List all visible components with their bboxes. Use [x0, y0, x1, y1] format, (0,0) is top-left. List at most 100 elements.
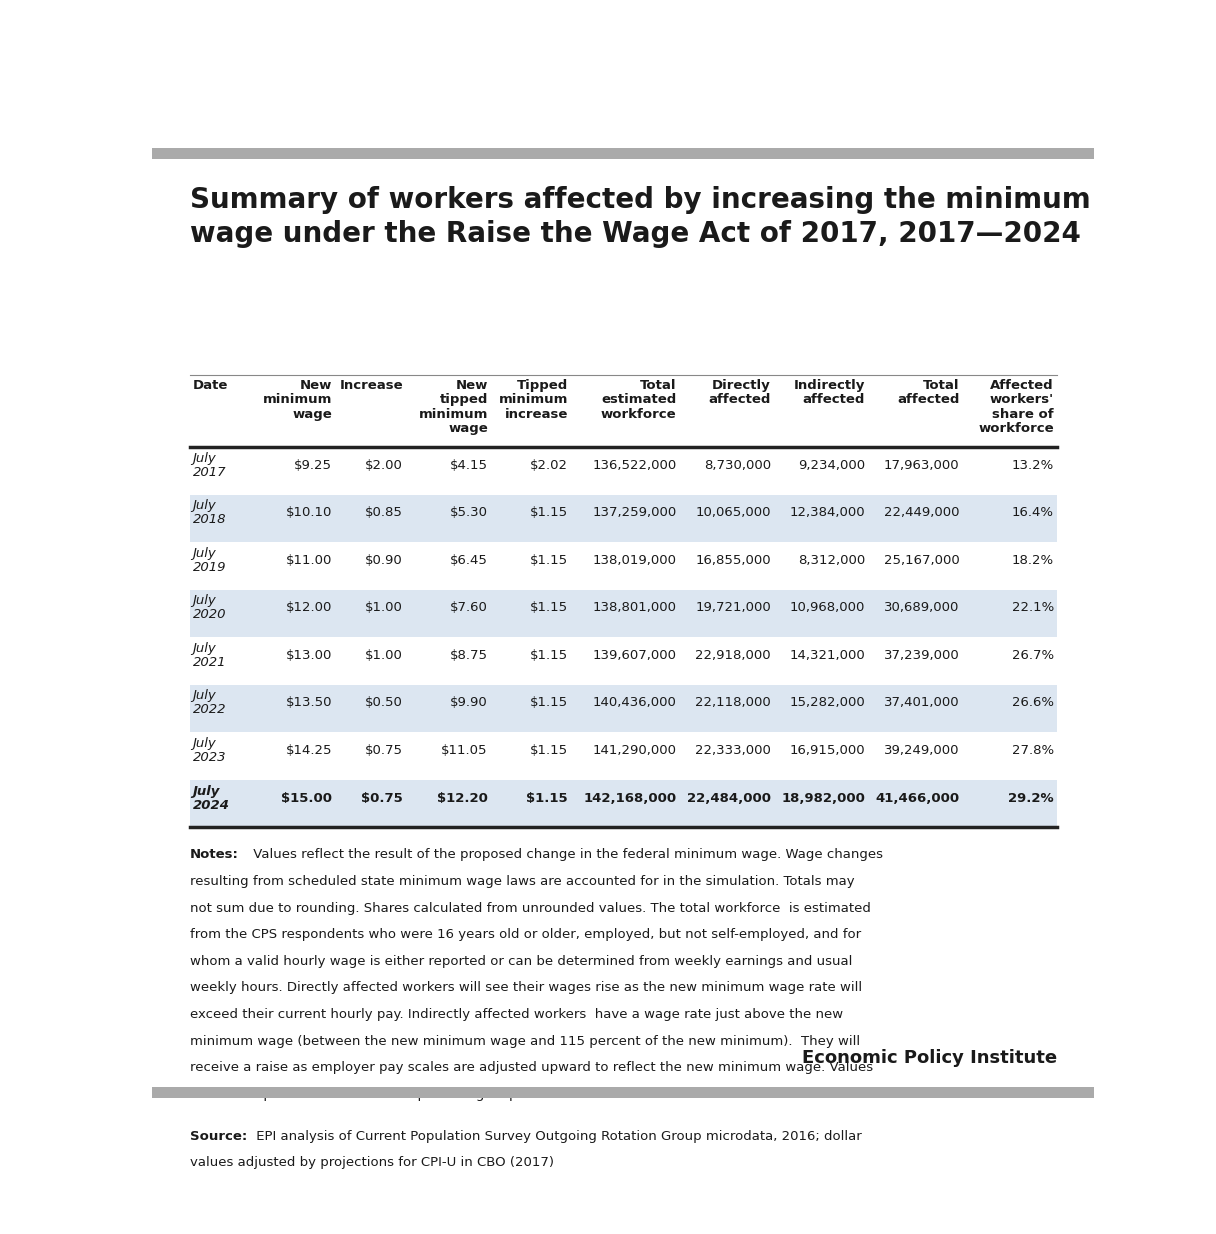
Text: July
2024: July 2024: [192, 785, 230, 812]
Text: $9.25: $9.25: [294, 459, 332, 471]
Text: New
minimum
wage: New minimum wage: [263, 379, 332, 421]
Text: Tipped
minimum
increase: Tipped minimum increase: [499, 379, 568, 421]
Text: values adjusted by projections for CPI-U in CBO (2017): values adjusted by projections for CPI-U…: [190, 1156, 553, 1170]
Text: Indirectly
affected: Indirectly affected: [794, 379, 866, 406]
Text: 22,118,000: 22,118,000: [696, 696, 771, 710]
Text: 141,290,000: 141,290,000: [592, 744, 676, 756]
Text: Values reflect the result of the proposed change in the federal minimum wage. Wa: Values reflect the result of the propose…: [249, 848, 883, 861]
Text: 139,607,000: 139,607,000: [592, 649, 676, 661]
Text: $0.90: $0.90: [365, 554, 402, 566]
Text: $0.85: $0.85: [365, 506, 402, 520]
Text: $11.05: $11.05: [441, 744, 488, 756]
Text: $12.00: $12.00: [286, 601, 332, 615]
Text: July
2018: July 2018: [192, 500, 226, 527]
Text: $11.00: $11.00: [286, 554, 332, 566]
Text: July
2021: July 2021: [192, 642, 226, 669]
Text: 8,312,000: 8,312,000: [798, 554, 866, 566]
Text: 37,239,000: 37,239,000: [884, 649, 959, 661]
Text: 18.2%: 18.2%: [1012, 554, 1054, 566]
Text: 10,968,000: 10,968,000: [790, 601, 866, 615]
Text: 22,918,000: 22,918,000: [696, 649, 771, 661]
Text: Total
affected: Total affected: [897, 379, 959, 406]
Text: 137,259,000: 137,259,000: [592, 506, 676, 520]
Bar: [190, 590, 1057, 638]
Text: 12,384,000: 12,384,000: [789, 506, 866, 520]
Text: 16,855,000: 16,855,000: [696, 554, 771, 566]
Text: $2.02: $2.02: [530, 459, 568, 471]
Text: $8.75: $8.75: [450, 649, 488, 661]
Text: July
2019: July 2019: [192, 547, 226, 574]
Text: 26.6%: 26.6%: [1012, 696, 1054, 710]
Text: Directly
affected: Directly affected: [709, 379, 771, 406]
Text: Date: Date: [192, 379, 227, 392]
Text: Source:: Source:: [190, 1129, 247, 1143]
Text: minimum wage (between the new minimum wage and 115 percent of the new minimum). : minimum wage (between the new minimum wa…: [190, 1034, 860, 1048]
Text: $1.15: $1.15: [530, 506, 568, 520]
Text: $6.45: $6.45: [450, 554, 488, 566]
Text: 37,401,000: 37,401,000: [884, 696, 959, 710]
Text: Total
estimated
workforce: Total estimated workforce: [601, 379, 676, 421]
Text: $14.25: $14.25: [286, 744, 332, 756]
Bar: [152, 1087, 1094, 1098]
Text: $13.50: $13.50: [286, 696, 332, 710]
Text: 13.2%: 13.2%: [1012, 459, 1054, 471]
Text: 140,436,000: 140,436,000: [592, 696, 676, 710]
Text: 29.2%: 29.2%: [1008, 791, 1054, 805]
Text: $1.00: $1.00: [365, 649, 402, 661]
Text: New
tipped
minimum
wage: New tipped minimum wage: [418, 379, 488, 436]
Text: July
2022: July 2022: [192, 690, 226, 717]
Text: $0.75: $0.75: [365, 744, 402, 756]
Text: Notes:: Notes:: [190, 848, 238, 861]
Text: $4.15: $4.15: [450, 459, 488, 471]
Text: 27.8%: 27.8%: [1012, 744, 1054, 756]
Text: 9,234,000: 9,234,000: [798, 459, 866, 471]
Text: $1.00: $1.00: [365, 601, 402, 615]
Text: $13.00: $13.00: [286, 649, 332, 661]
Text: $1.15: $1.15: [530, 601, 568, 615]
Text: 16,915,000: 16,915,000: [789, 744, 866, 756]
Text: EPI analysis of Current Population Survey Outgoing Rotation Group microdata, 201: EPI analysis of Current Population Surve…: [252, 1129, 862, 1143]
Text: 22,484,000: 22,484,000: [687, 791, 771, 805]
Text: Summary of workers affected by increasing the minimum
wage under the Raise the W: Summary of workers affected by increasin…: [190, 186, 1091, 248]
Bar: [190, 495, 1057, 543]
Text: 18,982,000: 18,982,000: [782, 791, 866, 805]
Text: 39,249,000: 39,249,000: [884, 744, 959, 756]
Text: $9.90: $9.90: [450, 696, 488, 710]
Text: 8,730,000: 8,730,000: [704, 459, 771, 471]
Text: exceed their current hourly pay. Indirectly affected workers  have a wage rate j: exceed their current hourly pay. Indirec…: [190, 1008, 843, 1021]
Text: 19,721,000: 19,721,000: [696, 601, 771, 615]
Text: $0.50: $0.50: [365, 696, 402, 710]
Text: 138,019,000: 138,019,000: [592, 554, 676, 566]
Text: 25,167,000: 25,167,000: [884, 554, 959, 566]
Text: 138,801,000: 138,801,000: [592, 601, 676, 615]
Text: $1.15: $1.15: [527, 791, 568, 805]
Text: $1.15: $1.15: [530, 554, 568, 566]
Text: $12.20: $12.20: [437, 791, 488, 805]
Text: receive a raise as employer pay scales are adjusted upward to reflect the new mi: receive a raise as employer pay scales a…: [190, 1061, 873, 1075]
Text: Affected
workers'
share of
workforce: Affected workers' share of workforce: [978, 379, 1054, 436]
Text: 22.1%: 22.1%: [1012, 601, 1054, 615]
Text: whom a valid hourly wage is either reported or can be determined from weekly ear: whom a valid hourly wage is either repor…: [190, 955, 852, 967]
Text: 15,282,000: 15,282,000: [789, 696, 866, 710]
Bar: [190, 685, 1057, 733]
Text: 22,449,000: 22,449,000: [884, 506, 959, 520]
Text: resulting from scheduled state minimum wage laws are accounted for in the simula: resulting from scheduled state minimum w…: [190, 875, 855, 888]
Text: $1.15: $1.15: [530, 696, 568, 710]
Text: $7.60: $7.60: [450, 601, 488, 615]
Text: 16.4%: 16.4%: [1012, 506, 1054, 520]
Text: $10.10: $10.10: [286, 506, 332, 520]
Text: $15.00: $15.00: [281, 791, 332, 805]
Text: not sum due to rounding. Shares calculated from unrounded values. The total work: not sum due to rounding. Shares calculat…: [190, 902, 871, 914]
Text: July
2023: July 2023: [192, 737, 226, 764]
Text: 142,168,000: 142,168,000: [584, 791, 676, 805]
Text: July
2017: July 2017: [192, 452, 226, 479]
Text: $2.00: $2.00: [365, 459, 402, 471]
Text: 10,065,000: 10,065,000: [696, 506, 771, 520]
Text: $1.15: $1.15: [530, 649, 568, 661]
Text: 30,689,000: 30,689,000: [884, 601, 959, 615]
Text: $1.15: $1.15: [530, 744, 568, 756]
Text: July
2020: July 2020: [192, 595, 226, 622]
Text: 41,466,000: 41,466,000: [876, 791, 959, 805]
Text: from the CPS respondents who were 16 years old or older, employed, but not self-: from the CPS respondents who were 16 yea…: [190, 928, 861, 942]
Text: Increase: Increase: [339, 379, 402, 392]
